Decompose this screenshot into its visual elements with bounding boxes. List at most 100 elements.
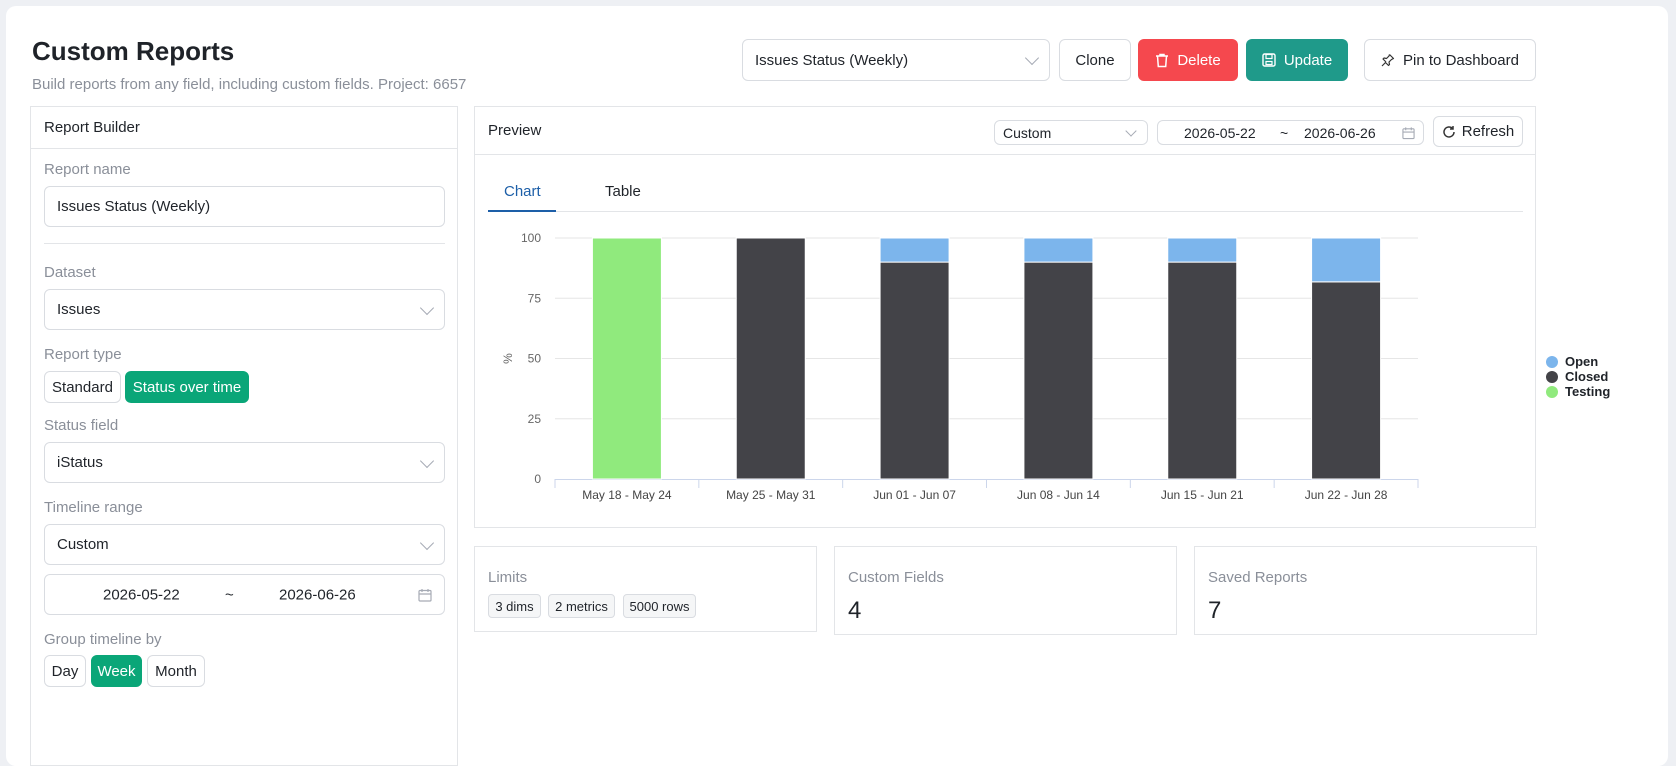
x-tick-label: May 25 - May 31 <box>726 488 816 502</box>
bar-segment-closed <box>1311 281 1382 480</box>
limit-chip-metrics: 2 metrics <box>548 594 615 618</box>
timeline-range-select[interactable]: Custom <box>44 524 445 565</box>
calendar-icon <box>418 588 432 602</box>
trash-icon <box>1156 53 1169 67</box>
y-tick-label: 75 <box>528 291 542 305</box>
limit-chip-dims: 3 dims <box>488 594 541 618</box>
report-type-label: Report type <box>44 346 122 363</box>
custom-fields-value: 4 <box>848 597 862 624</box>
y-tick-label: 25 <box>528 412 542 426</box>
legend-item-testing: Testing <box>1546 384 1610 399</box>
tab-chart[interactable]: Chart <box>504 183 541 200</box>
clone-button-label: Clone <box>1075 51 1115 69</box>
pin-button-label: Pin to Dashboard <box>1403 51 1519 69</box>
y-axis-label: % <box>501 353 515 364</box>
dataset-label: Dataset <box>44 264 96 281</box>
date-start: 2026-05-22 <box>103 586 180 603</box>
dataset-select[interactable]: Issues <box>44 289 445 330</box>
timeline-range-value: Custom <box>57 536 109 553</box>
bar-segment-testing <box>591 237 662 480</box>
legend-label-open: Open <box>1565 354 1599 369</box>
x-tick-label: Jun 08 - Jun 14 <box>1017 488 1100 502</box>
preview-title-text: Preview <box>488 122 542 139</box>
update-button[interactable]: Update <box>1246 39 1348 81</box>
date-end: 2026-06-26 <box>279 586 356 603</box>
legend-dot-open <box>1546 355 1558 368</box>
saved-reports-value: 7 <box>1208 597 1222 624</box>
report-type-status-over-time[interactable]: Status over time <box>125 371 249 403</box>
report-name-value: Issues Status (Weekly) <box>57 198 211 215</box>
preview-title: Preview <box>475 107 1535 155</box>
bar-segment-open <box>879 237 950 263</box>
bar-segment-closed <box>1167 261 1238 480</box>
delete-button[interactable]: Delete <box>1138 39 1238 81</box>
group-day[interactable]: Day <box>44 655 86 687</box>
report-select-value: Issues Status (Weekly) <box>755 51 909 69</box>
y-tick-label: 50 <box>528 352 542 366</box>
legend-item-closed: Closed <box>1546 369 1608 384</box>
report-type-standard[interactable]: Standard <box>44 371 121 403</box>
group-month[interactable]: Month <box>147 655 205 687</box>
legend-label-testing: Testing <box>1565 384 1611 399</box>
tab-active-indicator <box>488 210 556 212</box>
status-field-value: iStatus <box>57 454 103 471</box>
report-builder-title: Report Builder <box>31 107 457 149</box>
status-field-label: Status field <box>44 417 119 434</box>
refresh-button-label: Refresh <box>1461 123 1515 140</box>
limits-title: Limits <box>488 569 528 586</box>
pin-to-dashboard-button[interactable]: Pin to Dashboard <box>1364 39 1536 81</box>
group-week[interactable]: Week <box>91 655 142 687</box>
date-separator: ~ <box>225 586 234 603</box>
bar-segment-open <box>1311 237 1382 283</box>
x-tick-label: Jun 01 - Jun 07 <box>873 488 956 502</box>
report-select[interactable]: Issues Status (Weekly) <box>742 39 1050 81</box>
bar-segment-closed <box>735 237 806 480</box>
report-builder-panel: Report Builder Report name Issues Status… <box>30 106 458 766</box>
group-timeline-label: Group timeline by <box>44 631 162 648</box>
clone-button[interactable]: Clone <box>1059 39 1131 81</box>
legend-dot-testing <box>1546 385 1558 398</box>
legend-dot-closed <box>1546 370 1558 383</box>
bar-segment-open <box>1167 237 1238 263</box>
saved-reports-title: Saved Reports <box>1208 569 1308 586</box>
bar-segment-closed <box>1023 261 1094 480</box>
report-name-input[interactable]: Issues Status (Weekly) <box>44 186 445 227</box>
preview-range-select[interactable]: Custom <box>994 120 1148 145</box>
custom-fields-title: Custom Fields <box>848 569 944 586</box>
y-tick-label: 100 <box>521 231 541 245</box>
dataset-value: Issues <box>57 301 101 318</box>
preview-date-end: 2026-06-26 <box>1304 124 1376 141</box>
y-tick-label: 0 <box>534 472 541 486</box>
tab-divider <box>488 211 1523 212</box>
x-tick-label: May 18 - May 24 <box>582 488 672 502</box>
delete-button-label: Delete <box>1177 51 1221 69</box>
refresh-icon <box>1443 125 1455 138</box>
calendar-icon <box>1402 126 1415 139</box>
legend-label-closed: Closed <box>1565 369 1609 384</box>
bar-segment-open <box>1023 237 1094 263</box>
page-title: Custom Reports <box>32 36 235 66</box>
page: Custom Reports Build reports from any fi… <box>6 6 1668 766</box>
custom-fields-card: Custom Fields 4 <box>834 546 1177 635</box>
divider <box>44 243 445 244</box>
pin-icon <box>1381 54 1395 67</box>
save-icon <box>1262 53 1276 67</box>
update-button-label: Update <box>1283 51 1333 69</box>
legend-item-open: Open <box>1546 354 1598 369</box>
status-field-select[interactable]: iStatus <box>44 442 445 483</box>
limit-chip-rows: 5000 rows <box>623 594 696 618</box>
timeline-range-label: Timeline range <box>44 499 143 516</box>
bar-segment-closed <box>879 261 950 480</box>
report-name-label: Report name <box>44 161 131 178</box>
x-tick-label: Jun 15 - Jun 21 <box>1161 488 1244 502</box>
saved-reports-card: Saved Reports 7 <box>1194 546 1537 635</box>
tab-table[interactable]: Table <box>605 183 641 200</box>
x-tick-label: Jun 22 - Jun 28 <box>1305 488 1388 502</box>
preview-date-separator: ~ <box>1280 124 1289 141</box>
preview-range-value: Custom <box>1003 124 1052 141</box>
builder-date-range[interactable]: 2026-05-22 ~ 2026-06-26 <box>44 574 445 615</box>
refresh-button[interactable]: Refresh <box>1433 116 1523 147</box>
page-subtitle: Build reports from any field, including … <box>32 76 467 93</box>
preview-date-range[interactable]: 2026-05-22 ~ 2026-06-26 <box>1157 120 1424 145</box>
preview-date-start: 2026-05-22 <box>1184 124 1256 141</box>
